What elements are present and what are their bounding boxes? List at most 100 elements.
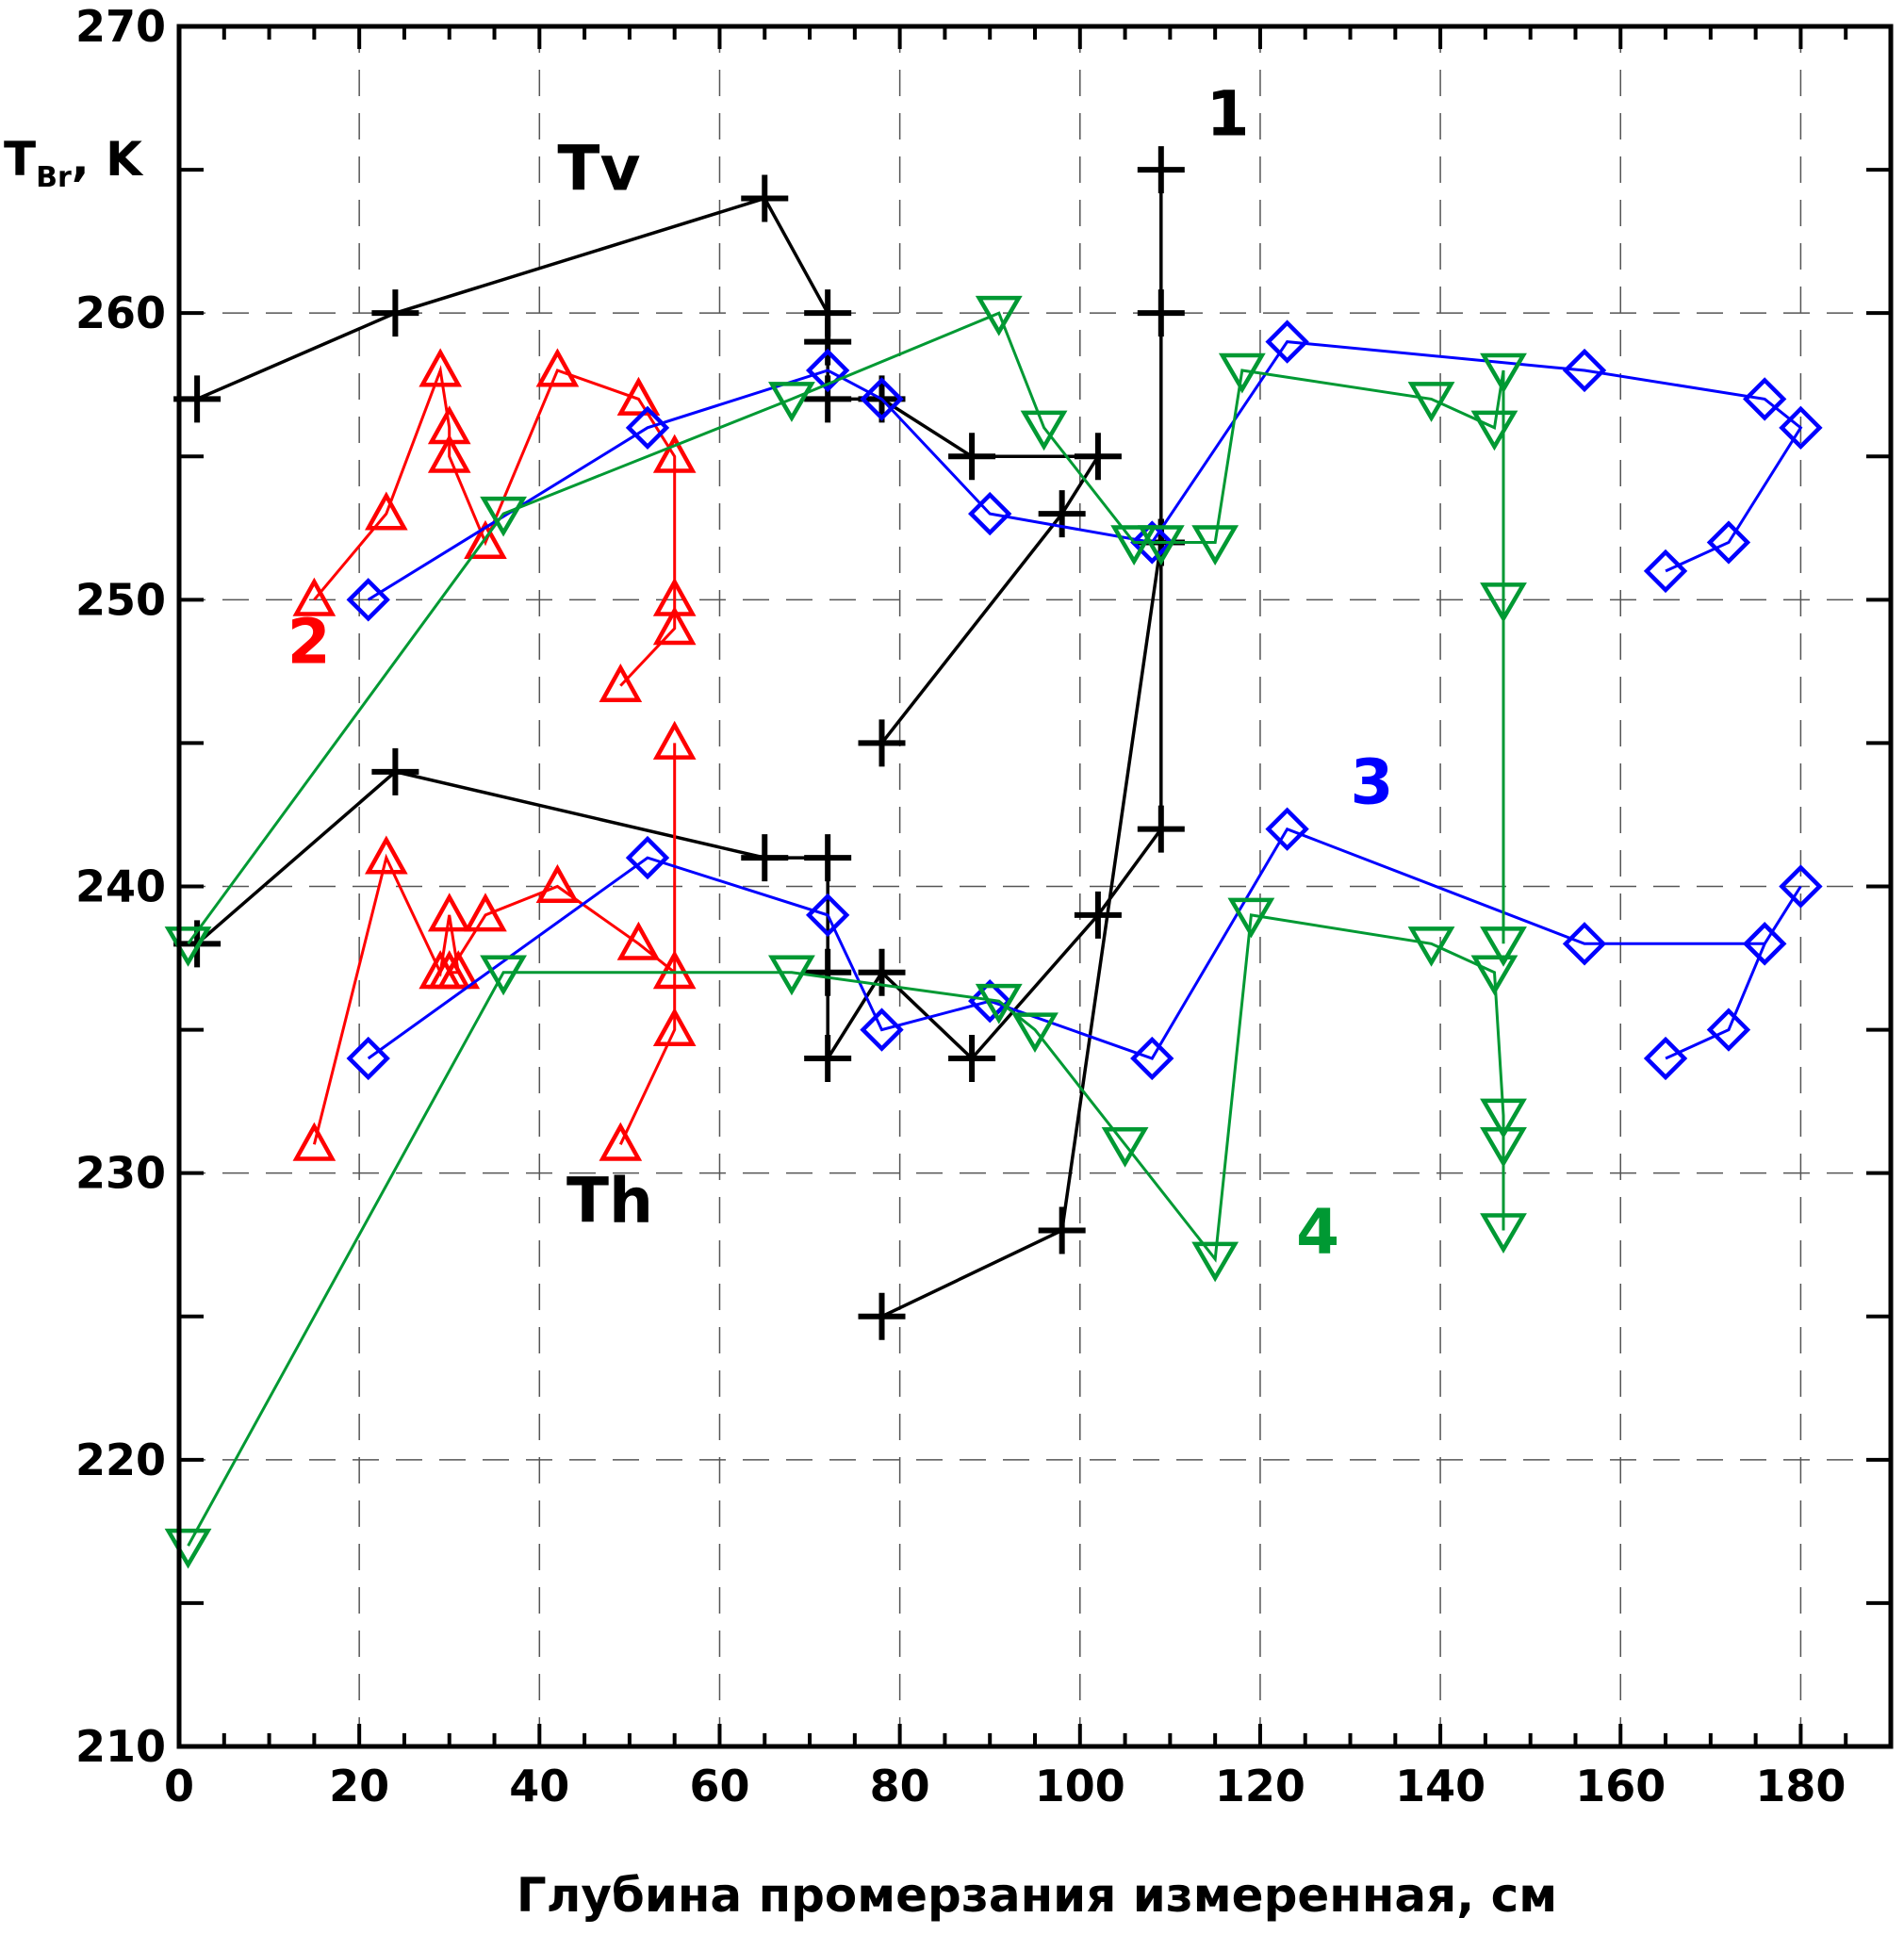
data-point-diamond: [1643, 1036, 1688, 1081]
data-point-triangle-down: [1407, 382, 1455, 422]
data-point-plus: [948, 433, 996, 481]
data-point-diamond: [346, 578, 390, 622]
data-point-diamond: [1130, 520, 1174, 565]
data-point-diamond: [1643, 549, 1688, 594]
data-point-triangle-down: [768, 382, 815, 422]
data-point-triangle-up: [599, 1122, 643, 1161]
series-line: [313, 365, 677, 687]
annotation-label: 1: [1206, 78, 1250, 151]
data-point-triangle-down: [975, 983, 1023, 1024]
data-point-diamond: [625, 405, 670, 451]
series-1-tv: [173, 174, 1122, 767]
data-point-diamond: [805, 348, 850, 393]
data-point-triangle-up: [652, 606, 697, 646]
y-tick-label: 230: [75, 1148, 166, 1199]
data-point-plus: [804, 318, 852, 366]
data-point-diamond: [625, 835, 670, 880]
data-point-plus: [371, 289, 419, 337]
ticks: [179, 26, 1893, 1746]
data-point-triangle-down: [1480, 1098, 1527, 1139]
data-point-triangle-up: [535, 348, 580, 387]
series-line: [187, 311, 1505, 945]
data-point-plus: [948, 1035, 996, 1082]
data-point-triangle-up: [292, 1122, 336, 1161]
data-point-triangle-up: [464, 519, 507, 559]
x-tick-label: 180: [1755, 1761, 1846, 1811]
data-point-plus: [804, 834, 852, 882]
y-axis-title-main: T: [4, 132, 36, 187]
data-point-plus: [858, 1292, 906, 1340]
y-tick-label: 260: [75, 287, 166, 338]
data-point-triangle-up: [599, 663, 643, 703]
series-2-th: [292, 720, 697, 1161]
x-axis-title: Глубина промерзания измеренная, см: [517, 1868, 1557, 1923]
data-point-diamond: [1743, 922, 1787, 966]
annotations: Tv Th 1 2 3 4: [287, 78, 1394, 1269]
series-line: [312, 743, 677, 1145]
annotation-label: 4: [1296, 1196, 1339, 1269]
data-point-triangle-down: [1407, 926, 1455, 967]
data-point-plus: [804, 1035, 852, 1082]
data-point-triangle-down: [1011, 1012, 1059, 1054]
data-point-triangle-up: [427, 893, 471, 932]
data-point-triangle-down: [1480, 1127, 1527, 1168]
data-point-diamond: [1265, 807, 1309, 851]
data-point-diamond: [860, 377, 904, 421]
data-point-triangle-up: [464, 893, 507, 932]
data-point-triangle-up: [616, 376, 661, 416]
data-point-diamond: [1562, 922, 1607, 966]
data-point-diamond: [805, 893, 850, 938]
data-point-diamond: [1706, 520, 1751, 565]
data-point-triangle-up: [535, 863, 580, 903]
data-point-triangle-up: [652, 720, 697, 760]
data-point-plus: [741, 174, 789, 222]
data-point-triangle-down: [1470, 955, 1518, 996]
annotation-label: 3: [1351, 746, 1394, 818]
series-4-th: [164, 897, 1527, 1569]
data-point-triangle-down: [1227, 897, 1275, 939]
series-2-tv: [292, 348, 697, 703]
annotation-label: 2: [287, 605, 331, 678]
data-point-triangle-up: [427, 950, 471, 990]
data-point-diamond: [1779, 864, 1823, 909]
series-layer: [164, 146, 1823, 1569]
data-point-plus: [804, 948, 852, 996]
data-point-diamond: [1562, 348, 1607, 393]
data-point-triangle-up: [652, 950, 697, 990]
tick-labels: 0 20 40 60 80 100 120 140 160 180 210 220 230 240 250 2…: [75, 1, 1846, 1811]
x-tick-label: 100: [1035, 1761, 1125, 1811]
x-tick-label: 0: [164, 1761, 194, 1811]
data-point-diamond: [1743, 377, 1787, 421]
data-point-triangle-down: [768, 955, 815, 996]
y-tick-label: 270: [75, 1, 166, 52]
data-point-triangle-up: [616, 921, 661, 960]
data-point-plus: [1137, 289, 1185, 337]
data-point-plus: [1038, 1206, 1086, 1254]
data-point-triangle-up: [365, 835, 408, 875]
data-point-triangle-down: [1191, 1241, 1239, 1283]
y-tick-label: 220: [75, 1434, 166, 1485]
x-tick-label: 160: [1575, 1761, 1666, 1811]
data-point-plus: [858, 948, 906, 996]
data-point-triangle-up: [292, 577, 336, 616]
y-axis-title: TBr, K: [4, 132, 144, 194]
series-line: [367, 340, 1803, 601]
y-tick-label: 240: [75, 861, 166, 912]
data-point-diamond: [968, 491, 1012, 536]
series-line: [367, 827, 1802, 1060]
y-axis-title-suffix: , K: [72, 132, 144, 187]
data-point-triangle-up: [365, 491, 408, 531]
data-point-triangle-down: [1480, 352, 1527, 394]
data-point-diamond: [968, 978, 1012, 1024]
data-point-plus: [1038, 490, 1086, 538]
y-tick-label: 210: [75, 1721, 166, 1772]
data-point-diamond: [1130, 1036, 1174, 1081]
data-point-plus: [1137, 805, 1185, 853]
data-point-plus: [1074, 891, 1122, 939]
x-tick-label: 80: [870, 1761, 930, 1811]
data-point-diamond: [346, 1036, 390, 1081]
data-point-plus: [371, 747, 419, 795]
data-point-plus: [858, 719, 906, 767]
data-point-triangle-down: [1470, 410, 1518, 451]
data-point-triangle-down: [1191, 525, 1239, 565]
